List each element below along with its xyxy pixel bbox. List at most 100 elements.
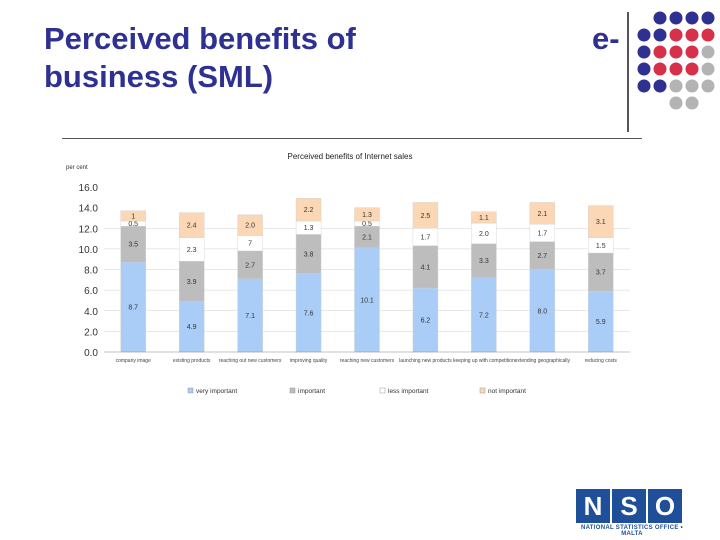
y-axis-label: per cent <box>66 165 88 171</box>
x-tick-label: reaching out new customers <box>219 358 282 364</box>
slide-title-suffix: e- <box>592 21 620 56</box>
decorative-dot <box>701 45 715 59</box>
data-label: 2.7 <box>245 262 255 269</box>
logo-letter-s: S <box>612 489 646 523</box>
bar-segment <box>120 225 146 263</box>
decorative-dot <box>669 45 683 59</box>
data-label: 1.1 <box>479 215 489 222</box>
data-label: 2.2 <box>304 207 314 214</box>
bar-segment <box>471 243 497 278</box>
data-label: 1.5 <box>596 243 606 250</box>
decorative-dot <box>701 28 715 42</box>
bar-segment <box>295 273 322 353</box>
logo-subtitle: NATIONAL STATISTICS OFFICE • MALTA <box>580 525 684 537</box>
bar-segment <box>120 210 146 222</box>
y-tick-label: 12.0 <box>79 224 99 235</box>
data-label: 3.9 <box>187 279 197 286</box>
y-tick-label: 6.0 <box>84 286 98 297</box>
data-label: 2.0 <box>479 231 489 238</box>
decorative-dot <box>685 45 699 59</box>
decorative-dot <box>653 11 667 25</box>
bar-segment <box>354 247 380 353</box>
bar-segment <box>178 212 205 238</box>
legend-swatch <box>289 387 296 394</box>
bar-segment <box>295 234 322 274</box>
bar-segment <box>529 202 556 225</box>
decorative-dot <box>701 62 715 76</box>
decorative-dot <box>637 62 651 76</box>
data-label: 1 <box>131 213 135 220</box>
data-label: 1.7 <box>421 235 431 242</box>
decorative-dot <box>669 28 683 42</box>
header-vertical-rule <box>627 12 629 132</box>
data-label: 1.3 <box>362 212 372 219</box>
logo-letter-o: O <box>648 489 682 523</box>
slide-title: Perceived benefits of business (SML) <box>44 21 356 94</box>
decorative-dot <box>653 45 667 59</box>
x-tick-label: improving quality <box>290 358 328 364</box>
data-label: 8.0 <box>537 308 547 315</box>
decorative-dot <box>637 28 651 42</box>
bar-segment <box>237 214 263 236</box>
x-tick-label: company image <box>116 358 152 364</box>
y-tick-label: 16.0 <box>79 183 99 194</box>
data-label: 0.5 <box>362 221 372 228</box>
data-label: 0.5 <box>128 221 138 228</box>
data-label: 8.7 <box>128 305 138 312</box>
decorative-dot <box>637 79 651 93</box>
data-label: 2.3 <box>187 247 197 254</box>
x-tick-label: launching new products <box>399 358 452 364</box>
logo-letter-n: N <box>576 489 610 523</box>
decorative-dot <box>637 45 651 59</box>
bar-segment <box>412 202 439 229</box>
decorative-dot <box>685 96 699 110</box>
data-label: 4.1 <box>421 264 431 271</box>
decorative-dot <box>701 79 715 93</box>
x-tick-label: reaching new customers <box>340 358 395 364</box>
decorative-dot <box>685 28 699 42</box>
data-label: 2.0 <box>245 223 255 230</box>
data-label: 3.8 <box>304 252 314 259</box>
decorative-dot-grid <box>637 11 715 110</box>
data-label: 3.5 <box>128 242 138 249</box>
decorative-dot <box>669 62 683 76</box>
nso-logo: N S O NATIONAL STATISTICS OFFICE • MALTA <box>572 489 692 537</box>
decorative-dot <box>685 79 699 93</box>
data-label: 4.9 <box>187 324 197 331</box>
data-label: 1.3 <box>304 225 314 232</box>
data-label: 3.3 <box>479 258 489 265</box>
bar-segment <box>529 269 556 353</box>
data-label: 5.9 <box>596 319 606 326</box>
bar-segment <box>354 207 380 222</box>
bar-segment <box>529 241 556 270</box>
legend-swatch <box>187 387 194 394</box>
y-tick-label: 2.0 <box>84 327 98 338</box>
data-label: 7.2 <box>479 312 489 319</box>
decorative-dot <box>685 11 699 25</box>
legend-label: not important <box>488 388 526 395</box>
x-tick-label: keeping up with competition <box>453 358 515 364</box>
legend-label: less important <box>388 388 429 395</box>
decorative-dot <box>669 79 683 93</box>
bar-segment <box>295 198 322 222</box>
x-tick-label: extending geographically <box>515 358 571 364</box>
y-tick-label: 10.0 <box>79 245 99 256</box>
data-label: 2.5 <box>421 213 431 220</box>
stacked-bar-chart: Perceived benefits of Internet sales per… <box>66 152 630 395</box>
x-tick-label: reducing costs <box>585 358 618 364</box>
bar-segment <box>588 252 614 292</box>
y-tick-label: 0.0 <box>84 348 98 359</box>
y-tick-label: 14.0 <box>79 204 99 215</box>
legend-swatch <box>379 387 386 394</box>
legend-label: important <box>298 388 325 395</box>
decorative-dot <box>669 96 683 110</box>
data-label: 6.2 <box>421 318 431 325</box>
data-label: 2.4 <box>187 223 197 230</box>
data-label: 3.7 <box>596 270 606 277</box>
bar-segment <box>412 287 439 353</box>
bar-segment <box>588 205 614 238</box>
y-tick-label: 4.0 <box>84 307 98 318</box>
data-label: 7.1 <box>245 313 255 320</box>
header-horizontal-rule <box>62 138 642 139</box>
data-label: 7.6 <box>304 310 314 317</box>
